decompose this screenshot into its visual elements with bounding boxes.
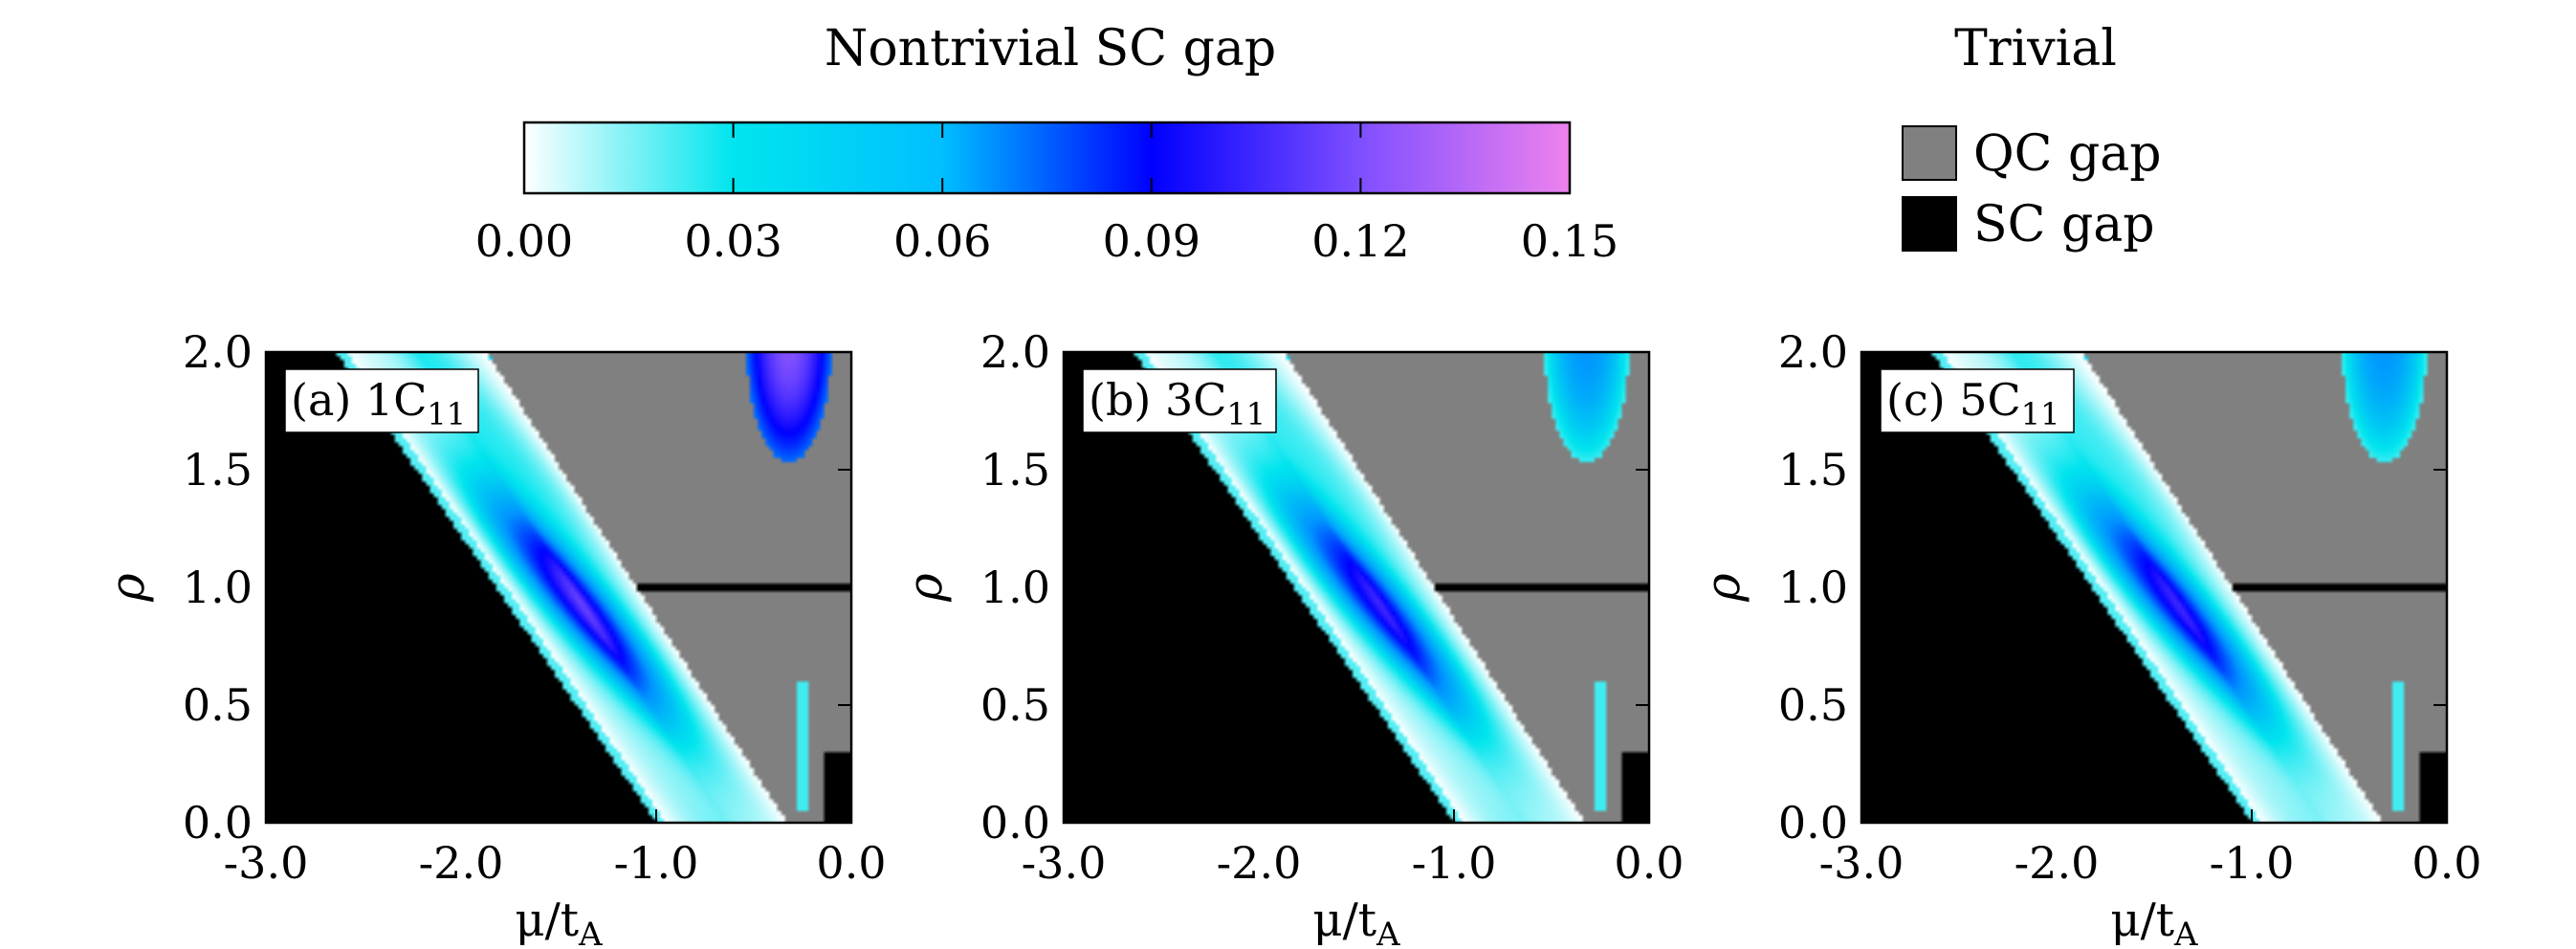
colorbar-title: Nontrivial SC gap [825,20,1276,77]
x-tick-label: -3.0 [1819,837,1904,889]
heatmap-panels: -3.0 -2.0 -1.0 0.00.00.51.01.52.0μ/tAρ(a) 1… [99,326,2482,949]
panel-label-box [284,368,479,433]
sc-gap-swatch [1902,196,1957,252]
panel-label-sub: 11 [427,396,466,432]
trivial-legend: Trivial QC gap SC gap [1902,20,2162,254]
colorbar-tick-label: 0.03 [684,215,782,267]
x-tick-label: -2.0 [419,837,504,889]
y-tick-label: 0.5 [1778,679,1848,731]
y-tick-label: 2.0 [980,326,1050,378]
y-tick-label: 0.5 [183,679,253,731]
y-tick-label: 2.0 [183,326,253,378]
y-tick-label: 1.5 [183,444,253,496]
colorbar-ticks: 0.00 0.03 0.06 0.09 0.12 0.15 [475,122,1618,267]
x-tick-label: -1.0 [614,837,699,889]
x-axis-label-main: μ/t [2110,894,2174,947]
y-tick-label: 1.0 [183,562,253,613]
qc-gap-swatch [1902,125,1957,181]
colorbar: Nontrivial SC gap 0.00 0.03 0.06 0.09 0.12 0.… [475,20,1618,267]
x-tick-label: -2.0 [1217,837,1302,889]
qc-gap-label: QC gap [1973,125,2162,183]
x-tick-label: -3.0 [1022,837,1107,889]
x-axis-label-sub: A [1376,916,1400,949]
panel-label: (a) 1C11 [291,374,466,432]
panel-label-sub: 11 [2021,396,2060,432]
y-tick-label: 0.5 [980,679,1050,731]
y-tick-label: 1.0 [980,562,1050,613]
x-axis-label-main: μ/t [515,894,579,947]
sc-gap-label: SC gap [1973,196,2155,254]
x-tick-label: 0.0 [1614,837,1684,889]
y-axis-label: ρ [897,573,953,603]
colorbar-tick-label: 0.15 [1521,215,1618,267]
panel-label-main: (b) 3C [1089,374,1226,426]
x-axis-label-sub: A [578,916,603,949]
panel-label-box [1082,368,1277,433]
x-axis-label: μ/tA [1312,894,1400,949]
colorbar-tick-label: 0.09 [1103,215,1200,267]
colorbar-tick-label: 0.00 [475,215,573,267]
x-tick-label: -1.0 [1412,837,1497,889]
y-axis-label: ρ [99,573,155,603]
panel-label-main: (a) 1C [291,374,427,426]
y-tick-label: 1.0 [1778,562,1848,613]
panel-label-main: (c) 5C [1886,374,2021,426]
x-axis-label-main: μ/t [1312,894,1376,947]
colorbar-tick-label: 0.12 [1311,215,1409,267]
x-tick-label: -2.0 [2015,837,2100,889]
panel-label: (c) 5C11 [1886,374,2059,432]
y-tick-label: 1.5 [980,444,1050,496]
x-tick-label: 0.0 [816,837,886,889]
panel-label-sub: 11 [1226,396,1266,432]
y-tick-label: 0.0 [183,797,253,849]
heatmap-panel: -3.0 -2.0 -1.0 0.00.00.51.01.52.0μ/tAρ(c) 5… [1695,326,2482,949]
colorbar-gradient [522,121,1572,195]
y-axis-label: ρ [1695,573,1750,603]
x-tick-label: -1.0 [2210,837,2295,889]
panel-label: (b) 3C11 [1089,374,1266,432]
x-axis-label: μ/tA [2110,894,2198,949]
y-tick-label: 0.0 [980,797,1050,849]
trivial-title: Trivial [1954,20,2117,77]
x-axis-label: μ/tA [515,894,603,949]
x-axis-label-sub: A [2173,916,2198,949]
y-tick-label: 0.0 [1778,797,1848,849]
heatmap-panel: -3.0 -2.0 -1.0 0.00.00.51.01.52.0μ/tAρ(a) 1… [99,326,887,949]
x-tick-label: -3.0 [224,837,309,889]
x-tick-label: 0.0 [2411,837,2481,889]
heatmap-panel: -3.0 -2.0 -1.0 0.00.00.51.01.52.0μ/tAρ(b) 3… [897,326,1684,949]
panel-label-box [1880,368,2075,433]
y-tick-label: 1.5 [1778,444,1848,496]
colorbar-tick-label: 0.06 [893,215,991,267]
y-tick-label: 2.0 [1778,326,1848,378]
